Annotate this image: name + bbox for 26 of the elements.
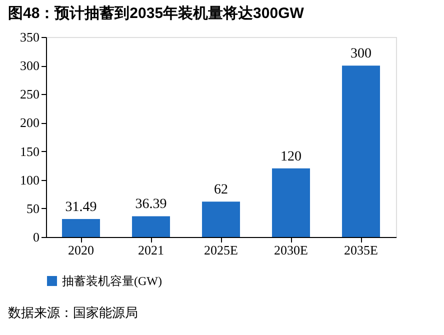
- source-note: 数据来源：国家能源局: [8, 305, 138, 320]
- y-tick-label: 200: [20, 115, 40, 130]
- data-label: 36.39: [135, 197, 167, 212]
- y-tick-label: 100: [20, 172, 40, 188]
- y-tick-label: 0: [33, 230, 40, 244]
- x-tick-label: 2021: [138, 242, 164, 258]
- chart-title: 图48：预计抽蓄到2035年装机量将达300GW: [8, 5, 305, 22]
- x-tick-label: 2025E: [204, 242, 238, 258]
- data-label: 62: [214, 182, 228, 198]
- y-tick-label: 350: [20, 30, 40, 44]
- y-tick-label: 150: [20, 144, 40, 159]
- data-label: 300: [350, 46, 372, 62]
- bar: [272, 168, 310, 237]
- bar: [62, 219, 100, 237]
- bar: [132, 216, 170, 237]
- legend-label: 抽蓄装机容量(GW): [62, 274, 162, 288]
- y-tick-label: 250: [20, 86, 40, 102]
- x-tick-label: 2030E: [274, 242, 308, 258]
- bar: [202, 202, 240, 237]
- y-tick-label: 300: [20, 58, 40, 74]
- x-tick-label: 2035E: [344, 242, 378, 258]
- data-label: 31.49: [65, 200, 97, 216]
- bar: [342, 66, 380, 237]
- y-tick-label: 50: [26, 200, 40, 216]
- data-label: 120: [280, 149, 302, 164]
- x-tick-label: 2020: [68, 242, 94, 258]
